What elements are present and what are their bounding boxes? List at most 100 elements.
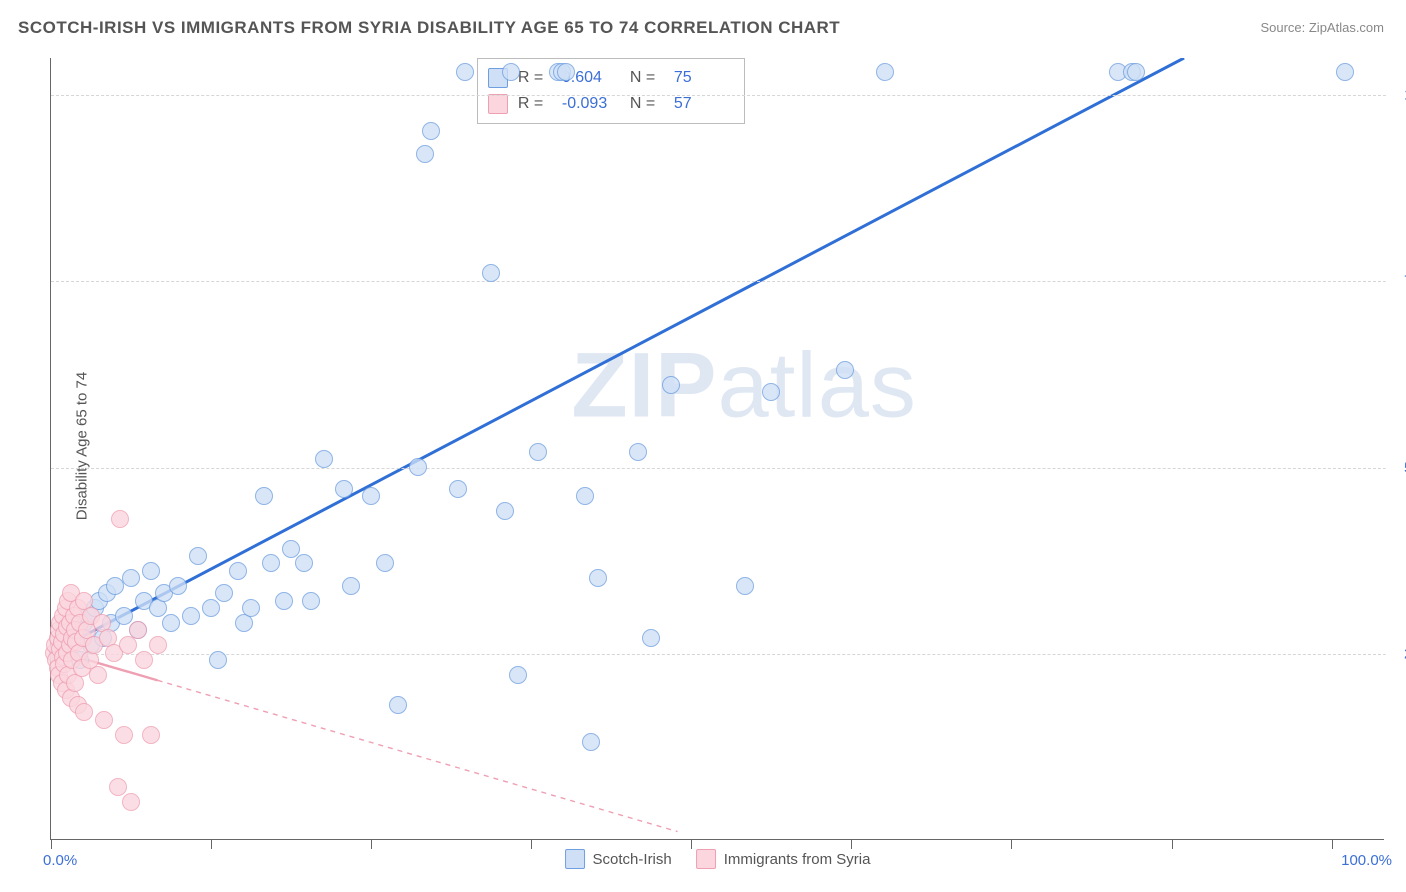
legend-item-2: Immigrants from Syria xyxy=(696,849,871,869)
n-label: N = xyxy=(630,95,664,113)
r-label: R = xyxy=(518,95,552,113)
data-point xyxy=(122,569,140,587)
n-value-1: 75 xyxy=(674,69,732,87)
n-value-2: 57 xyxy=(674,95,732,113)
data-point xyxy=(262,554,280,572)
data-point xyxy=(275,592,293,610)
data-point xyxy=(89,666,107,684)
data-point xyxy=(662,376,680,394)
data-point xyxy=(576,487,594,505)
data-point xyxy=(95,711,113,729)
x-tick xyxy=(51,839,52,849)
legend-label-1: Scotch-Irish xyxy=(593,851,672,868)
x-tick xyxy=(851,839,852,849)
data-point xyxy=(149,636,167,654)
data-point xyxy=(115,607,133,625)
data-point xyxy=(736,577,754,595)
data-point xyxy=(209,651,227,669)
n-label: N = xyxy=(630,69,664,87)
data-point xyxy=(422,122,440,140)
gridline-h xyxy=(51,654,1386,655)
data-point xyxy=(342,577,360,595)
data-point xyxy=(122,793,140,811)
x-tick xyxy=(211,839,212,849)
data-point xyxy=(416,145,434,163)
data-point xyxy=(189,547,207,565)
gridline-h xyxy=(51,95,1386,96)
x-tick xyxy=(531,839,532,849)
legend-swatch-1 xyxy=(565,849,585,869)
data-point xyxy=(629,443,647,461)
x-tick xyxy=(1332,839,1333,849)
data-point xyxy=(142,562,160,580)
y-tick-label: 75.0% xyxy=(1386,273,1406,290)
x-tick xyxy=(1011,839,1012,849)
source-attribution: Source: ZipAtlas.com xyxy=(1260,20,1384,35)
data-point xyxy=(642,629,660,647)
data-point xyxy=(115,726,133,744)
gridline-h xyxy=(51,281,1386,282)
data-point xyxy=(75,703,93,721)
watermark-rest: atlas xyxy=(718,335,917,437)
data-point xyxy=(302,592,320,610)
x-axis-max-label: 100.0% xyxy=(1341,852,1392,869)
x-tick xyxy=(371,839,372,849)
data-point xyxy=(162,614,180,632)
legend: Scotch-Irish Immigrants from Syria xyxy=(565,849,871,869)
data-point xyxy=(557,63,575,81)
data-point xyxy=(111,510,129,528)
data-point xyxy=(376,554,394,572)
trendlines-svg xyxy=(51,58,1384,839)
data-point xyxy=(496,502,514,520)
data-point xyxy=(876,63,894,81)
data-point xyxy=(362,487,380,505)
chart-title: SCOTCH-IRISH VS IMMIGRANTS FROM SYRIA DI… xyxy=(18,18,840,38)
data-point xyxy=(142,726,160,744)
source-link[interactable]: ZipAtlas.com xyxy=(1309,20,1384,35)
data-point xyxy=(242,599,260,617)
data-point xyxy=(109,778,127,796)
legend-item-1: Scotch-Irish xyxy=(565,849,672,869)
watermark-bold: ZIP xyxy=(571,335,717,437)
data-point xyxy=(255,487,273,505)
data-point xyxy=(282,540,300,558)
data-point xyxy=(762,383,780,401)
series-2-swatch xyxy=(488,94,508,114)
data-point xyxy=(456,63,474,81)
data-point xyxy=(229,562,247,580)
data-point xyxy=(129,621,147,639)
data-point xyxy=(582,733,600,751)
data-point xyxy=(1127,63,1145,81)
x-tick xyxy=(1172,839,1173,849)
data-point xyxy=(335,480,353,498)
legend-label-2: Immigrants from Syria xyxy=(724,851,871,868)
data-point xyxy=(295,554,313,572)
data-point xyxy=(389,696,407,714)
scatter-plot-area: ZIPatlas R = 0.604 N = 75 R = -0.093 N =… xyxy=(50,58,1384,840)
gridline-h xyxy=(51,468,1386,469)
r-value-2: -0.093 xyxy=(562,95,620,113)
data-point xyxy=(135,651,153,669)
data-point xyxy=(509,666,527,684)
data-point xyxy=(315,450,333,468)
y-tick-label: 100.0% xyxy=(1386,87,1406,104)
legend-swatch-2 xyxy=(696,849,716,869)
data-point xyxy=(449,480,467,498)
data-point xyxy=(529,443,547,461)
data-point xyxy=(502,63,520,81)
data-point xyxy=(169,577,187,595)
data-point xyxy=(182,607,200,625)
y-tick-label: 50.0% xyxy=(1386,459,1406,476)
source-prefix: Source: xyxy=(1260,20,1308,35)
x-axis-min-label: 0.0% xyxy=(43,852,77,869)
data-point xyxy=(482,264,500,282)
data-point xyxy=(589,569,607,587)
watermark: ZIPatlas xyxy=(571,334,916,439)
data-point xyxy=(836,361,854,379)
y-tick-label: 25.0% xyxy=(1386,645,1406,662)
x-tick xyxy=(691,839,692,849)
stats-row-series-1: R = 0.604 N = 75 xyxy=(488,65,732,91)
data-point xyxy=(1336,63,1354,81)
r-label: R = xyxy=(518,69,552,87)
data-point xyxy=(215,584,233,602)
